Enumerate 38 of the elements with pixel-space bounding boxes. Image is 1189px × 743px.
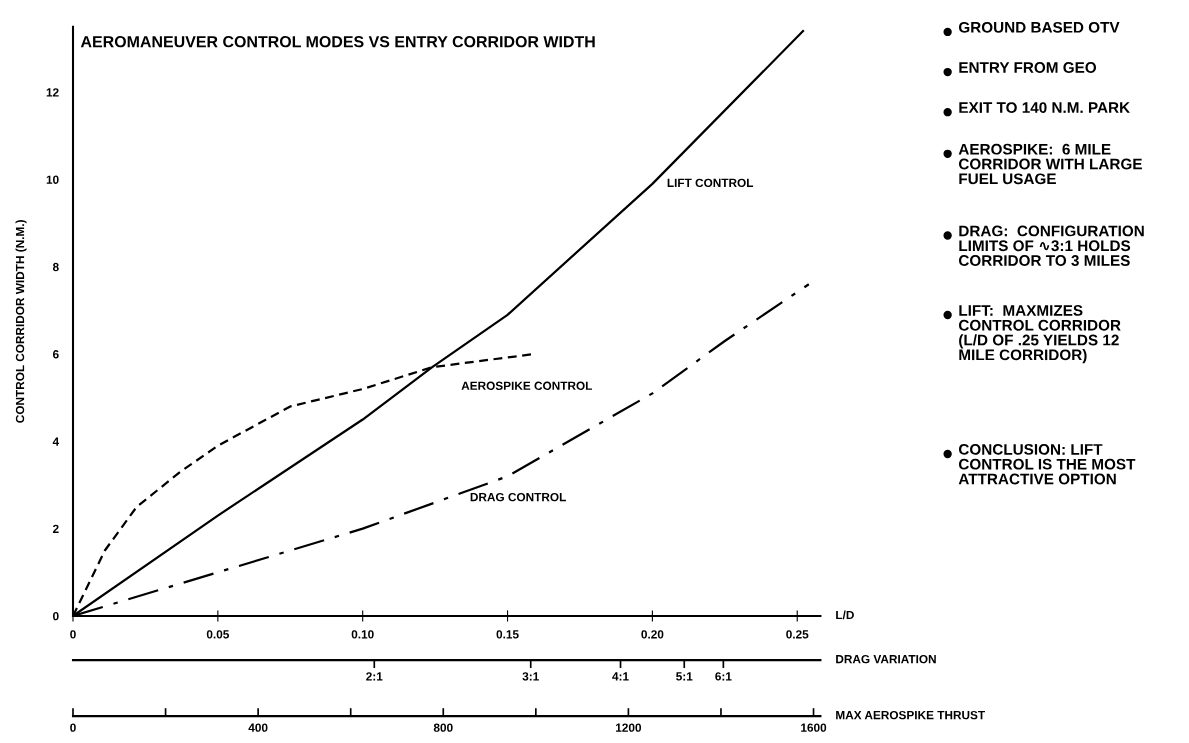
series-label: DRAG CONTROL: [470, 492, 566, 502]
y-tick-label: 6: [52, 350, 59, 359]
y-tick-label: 2: [52, 524, 59, 533]
y-tick-label: 12: [46, 88, 59, 97]
text: MAX AEROSPIKE THRUST: [836, 710, 985, 720]
text: 0: [70, 723, 76, 732]
text: 400: [248, 723, 268, 732]
x-tick-label: 0: [70, 630, 76, 639]
text: 1600: [801, 723, 827, 732]
text: CONCLUSION: LIFT CONTROL IS THE MOST ATTRACTIVE OPTION: [958, 443, 1136, 485]
text: 800: [433, 723, 453, 732]
text: EXIT TO 140 N.M. PARK: [959, 102, 1130, 114]
chart-title: AEROMANEUVER CONTROL MODES VS ENTRY CORRIDOR WIDTH: [80, 36, 595, 48]
text: ENTRY FROM GEO: [959, 62, 1097, 73]
y-tick-label: 0: [53, 611, 59, 621]
y-tick-label: 4: [52, 437, 60, 446]
text: 1200: [616, 723, 642, 732]
text: 3:1: [522, 672, 539, 681]
x-tick-label: 0.20: [641, 630, 664, 639]
x-tick-label: 0.10: [351, 630, 374, 639]
text: 6:1: [715, 672, 732, 681]
series-label: AEROSPIKE CONTROL: [461, 381, 593, 390]
series-label: LIFT CONTROL: [667, 178, 754, 188]
text: 2:1: [366, 672, 383, 681]
y-tick-label: 10: [46, 175, 59, 184]
y-axis-title: CONTROL CORRIDOR WIDTH (N.M.): [15, 220, 27, 423]
text: GROUND BASED OTV: [958, 21, 1120, 33]
x-tick-label: 0.25: [786, 630, 809, 639]
x-tick-label: 0.15: [496, 630, 519, 639]
text: AEROSPIKE: 6 MILE CORRIDOR WITH LARGE FUEL USAGE: [958, 143, 1142, 185]
y-tick-label: 8: [52, 262, 59, 272]
x-axis-title: L/D: [836, 610, 854, 620]
text: DRAG: CONFIGURATION LIMITS OF ∿3:1 HOLDS CORRIDOR TO 3 MILES: [958, 225, 1144, 266]
x-tick-label: 0.05: [206, 630, 230, 639]
text: LIFT: MAXMIZES CONTROL CORRIDOR (L/D OF .25 YIELDS 12 MILE CORRIDOR): [958, 305, 1121, 364]
text: 4:1: [612, 672, 629, 681]
text: DRAG VARIATION: [836, 654, 936, 664]
text: 5:1: [676, 672, 693, 681]
